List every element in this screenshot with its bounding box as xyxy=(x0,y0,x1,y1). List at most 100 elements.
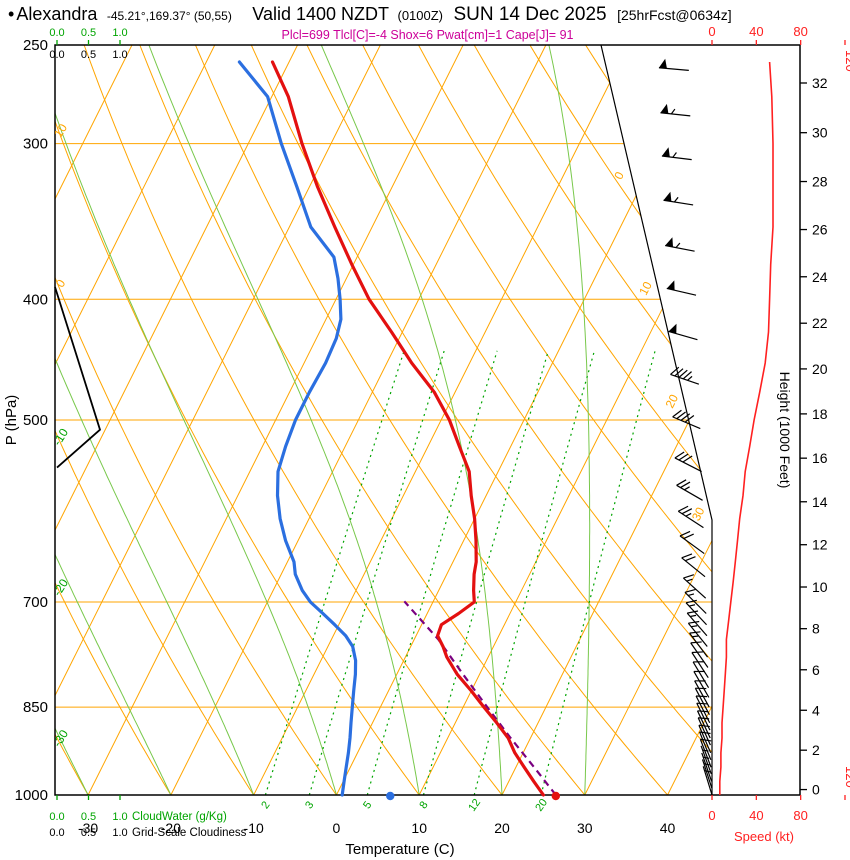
barb-staff xyxy=(693,671,710,698)
barb-half-feather xyxy=(670,108,676,115)
isotherm-line xyxy=(55,45,133,795)
barb-feather xyxy=(696,695,708,698)
wind-barb xyxy=(694,680,710,708)
height-axis-title: Height (1000 Feet) xyxy=(777,372,793,489)
cloudwater-scale-label: 1.0 xyxy=(112,811,127,823)
barb-feather xyxy=(679,530,691,537)
barb-feather xyxy=(700,738,712,742)
dry-adiabat-line xyxy=(306,45,712,795)
barb-feather xyxy=(680,481,691,489)
dry-adiabat-line xyxy=(139,45,586,795)
pressure-tick-label: 500 xyxy=(23,412,48,429)
barb-staff xyxy=(696,702,711,731)
wind-barb xyxy=(691,651,709,678)
wind-barb xyxy=(700,745,712,775)
barb-feather xyxy=(685,599,697,604)
direction-trace xyxy=(54,286,102,469)
height-tick-label: 32 xyxy=(812,75,828,91)
barb-feather xyxy=(699,731,711,735)
barb-feather xyxy=(690,641,702,644)
barb-staff xyxy=(670,373,700,385)
cloudwater-scale-label: 0.5 xyxy=(81,27,96,39)
barb-feather xyxy=(684,588,696,593)
dry-adiabat-line xyxy=(55,45,255,795)
barb-feather xyxy=(670,366,680,375)
moist-adiabat-line xyxy=(55,45,172,795)
wind-barb xyxy=(658,58,689,71)
temp-axis-title: Temperature (C) xyxy=(345,841,454,858)
cloudiness-axis-label: Grid-Scale Cloudiness xyxy=(132,827,247,839)
speed-tick-label: 40 xyxy=(749,808,763,823)
temp-tick-label: -10 xyxy=(244,820,264,836)
barb-feather xyxy=(691,651,703,654)
wind-barb xyxy=(689,631,709,658)
barb-feather xyxy=(678,505,689,512)
barb-staff xyxy=(691,652,709,678)
speed-tick-label: 80 xyxy=(793,808,807,823)
height-tick-label: 16 xyxy=(812,450,828,466)
pressure-tick-label: 250 xyxy=(23,37,48,54)
barb-feather xyxy=(687,610,699,614)
barb-half-feather xyxy=(704,770,711,773)
mixing-ratio-label: 2 xyxy=(259,799,272,811)
wind-barb xyxy=(665,237,695,252)
barb-feather xyxy=(681,508,693,515)
wind-region-boundary xyxy=(600,44,713,795)
height-tick-label: 12 xyxy=(812,537,828,553)
barb-staff xyxy=(658,67,689,71)
wind-barb xyxy=(690,641,709,668)
temp-tick-label: -30 xyxy=(78,820,98,836)
barb-half-feather xyxy=(687,375,693,381)
speed-curve xyxy=(718,61,774,795)
wind-barb xyxy=(674,451,702,473)
pressure-tick-label: 300 xyxy=(23,136,48,153)
temperature-curve xyxy=(270,60,546,797)
barb-half-feather xyxy=(703,763,710,766)
barb-half-feather xyxy=(686,578,693,582)
plot-frame xyxy=(54,44,801,796)
pressure-tick-label: 400 xyxy=(23,291,48,308)
barb-pennant xyxy=(668,323,677,334)
cloudwater-scale-label: 0.0 xyxy=(49,811,64,823)
barb-half-feather xyxy=(703,756,710,759)
wind-barb xyxy=(699,731,712,761)
speed-axis-title: Speed (kt) xyxy=(734,829,794,844)
barb-half-feather xyxy=(673,196,679,203)
height-tick-label: 0 xyxy=(812,782,820,798)
speed-tick-label: 0 xyxy=(708,808,715,823)
barb-feather xyxy=(688,620,700,624)
cloudwater-axis-label: CloudWater (g/Kg) xyxy=(132,811,227,823)
height-tick-label: 24 xyxy=(812,269,828,285)
adiabat-edge-label: -20 xyxy=(50,576,71,598)
pressure-axis-title: P (hPa) xyxy=(3,395,20,446)
mixing-ratio-line xyxy=(473,350,595,795)
isotherm-line xyxy=(418,45,712,795)
adiabat-edge-label: 10 xyxy=(51,121,70,140)
wind-barb xyxy=(699,738,712,768)
barb-half-feather xyxy=(689,604,696,607)
barb-feather xyxy=(689,631,701,634)
barb-feather xyxy=(683,574,695,579)
barb-staff xyxy=(698,724,712,754)
wind-barb xyxy=(679,530,705,555)
barb-feather xyxy=(683,533,694,540)
barb-half-feather xyxy=(702,749,709,752)
cloudiness-scale-label: 0.5 xyxy=(81,827,96,839)
barb-feather xyxy=(682,455,693,463)
wind-barb xyxy=(683,574,707,599)
barb-half-feather xyxy=(691,625,698,628)
wind-barb xyxy=(701,759,713,789)
wind-barb xyxy=(693,670,710,698)
dewpoint-curve xyxy=(237,60,358,797)
mixing-ratio-line xyxy=(264,350,405,795)
barb-feather xyxy=(672,409,682,418)
isotherm-line xyxy=(253,45,630,795)
surface-dewpoint-dot xyxy=(386,791,395,801)
isotherm-inline-label: 10 xyxy=(636,279,655,298)
dry-adiabat-line xyxy=(83,45,503,795)
mixing-ratio-label: 5 xyxy=(361,799,374,811)
barb-pennant xyxy=(663,191,672,202)
indices-line: Plcl=699 Tlcl[C]=-4 Shox=6 Pwat[cm]=1 Ca… xyxy=(281,28,574,42)
temp-tick-label: -20 xyxy=(161,820,181,836)
